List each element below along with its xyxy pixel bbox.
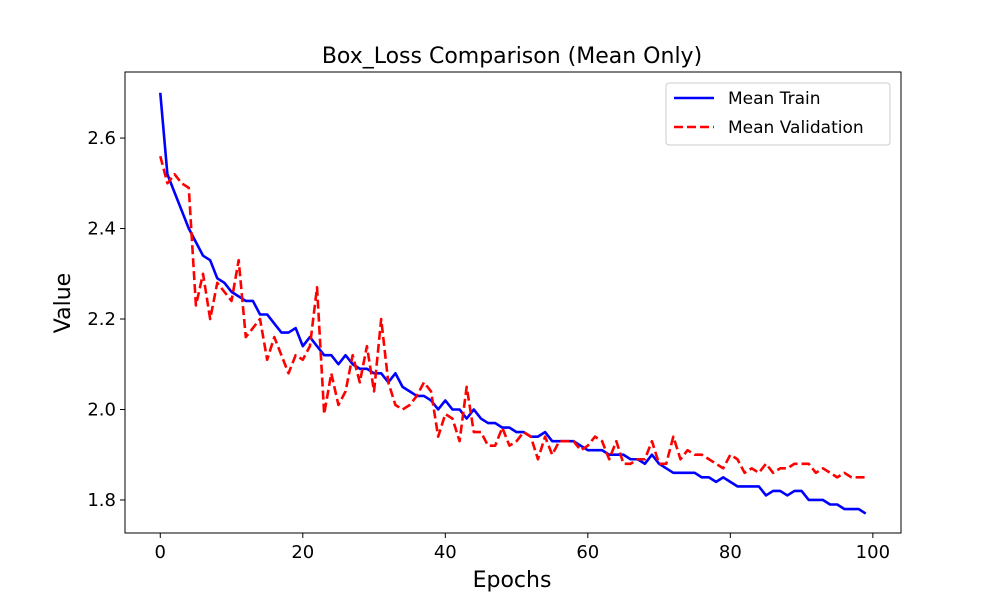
- x-tick-label: 100: [856, 542, 890, 563]
- y-tick-label: 2.6: [87, 128, 116, 149]
- legend-box: [665, 82, 891, 146]
- series-line-mean-train: [158, 92, 867, 515]
- legend: Mean Train Mean Validation: [665, 82, 891, 146]
- legend-entry-label: Mean Validation: [728, 118, 864, 138]
- y-tick-label: 2.2: [87, 309, 116, 330]
- plot-area: [124, 71, 902, 534]
- x-tick-label: 0: [155, 542, 166, 563]
- x-axis: 0 20 40 60 80 100: [155, 533, 890, 563]
- y-tick-label: 1.8: [87, 490, 116, 511]
- legend-entry-label: Mean Train: [728, 89, 821, 109]
- x-tick-label: 80: [719, 542, 742, 563]
- y-tick-label: 2.0: [87, 399, 116, 420]
- x-tick-label: 60: [576, 542, 599, 563]
- x-axis-label: Epochs: [473, 568, 552, 593]
- x-tick-label: 20: [291, 542, 314, 563]
- y-axis-label: Value: [51, 273, 76, 333]
- x-tick-label: 40: [434, 542, 457, 563]
- chart-title: Box_Loss Comparison (Mean Only): [322, 44, 702, 69]
- plot-frame: [124, 71, 902, 534]
- y-tick-label: 2.4: [87, 219, 116, 240]
- y-axis: 1.8 2.0 2.2 2.4 2.6: [87, 128, 125, 511]
